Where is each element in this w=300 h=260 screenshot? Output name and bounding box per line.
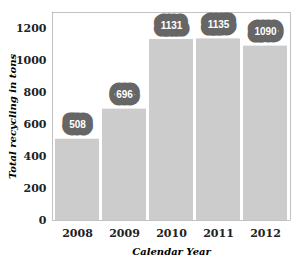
svg-text:600: 600 (24, 118, 47, 131)
svg-text:1000: 1000 (16, 54, 47, 67)
svg-text:400: 400 (24, 150, 47, 163)
svg-text:1131: 1131 (161, 20, 183, 31)
svg-text:2012: 2012 (250, 227, 281, 240)
svg-text:2009: 2009 (109, 227, 140, 240)
svg-text:696: 696 (116, 89, 133, 100)
svg-text:800: 800 (24, 86, 47, 99)
svg-text:0: 0 (39, 214, 47, 227)
svg-text:1090: 1090 (254, 26, 277, 37)
svg-text:200: 200 (24, 182, 47, 195)
svg-text:1135: 1135 (208, 19, 230, 30)
svg-text:508: 508 (69, 119, 86, 130)
svg-text:2010: 2010 (156, 227, 187, 240)
svg-text:Calendar Year: Calendar Year (132, 246, 211, 257)
svg-text:2011: 2011 (203, 227, 234, 240)
svg-text:1200: 1200 (16, 22, 47, 35)
svg-text:Total recycling in tons: Total recycling in tons (7, 54, 18, 179)
svg-text:2008: 2008 (62, 227, 93, 240)
